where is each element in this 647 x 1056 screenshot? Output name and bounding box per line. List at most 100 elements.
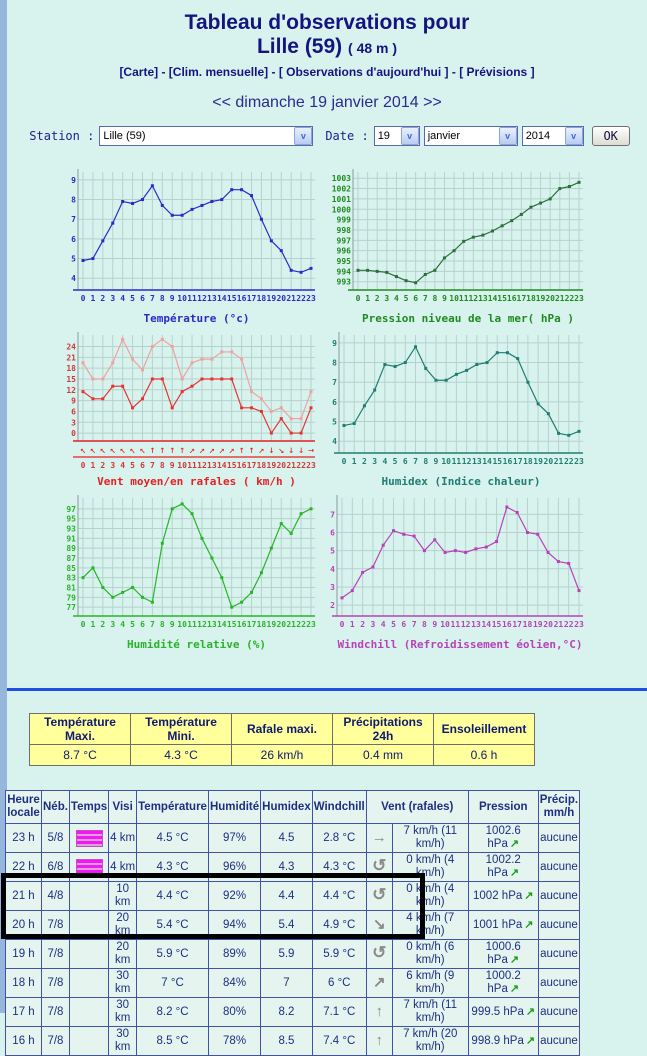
svg-text:7: 7 xyxy=(150,461,155,470)
visibility-cell: 4 km xyxy=(108,823,138,853)
svg-text:Humidité relative (%): Humidité relative (%) xyxy=(127,638,266,651)
svg-text:11: 11 xyxy=(452,457,462,466)
svg-text:↑: ↑ xyxy=(249,445,255,456)
pressure-cell: 1002 hPa ↗ xyxy=(467,881,539,911)
svg-text:6: 6 xyxy=(140,294,145,303)
nav-link[interactable]: [ Observations d'aujourd'hui ] xyxy=(278,65,449,79)
temperature-cell: 4.4 °C xyxy=(136,881,209,911)
wind-speed-cell: 7 km/h (20 km/h) xyxy=(391,1026,469,1056)
svg-text:↗: ↗ xyxy=(229,445,235,456)
svg-text:0: 0 xyxy=(342,457,347,466)
svg-text:21: 21 xyxy=(66,353,76,362)
svg-text:↗: ↗ xyxy=(189,445,195,456)
humidity-cell: 89% xyxy=(207,939,262,969)
svg-text:Vent moyen/en rafales ( km/h ): Vent moyen/en rafales ( km/h ) xyxy=(97,475,296,488)
nav-link[interactable]: [Clim. mensuelle] xyxy=(168,65,269,79)
wind-speed-cell: 0 km/h (4 km/h) xyxy=(391,881,469,911)
svg-text:21: 21 xyxy=(286,461,296,470)
humidity-cell: 84% xyxy=(207,968,262,998)
svg-text:↑: ↑ xyxy=(169,445,175,456)
humidex-cell: 5.4 xyxy=(260,910,313,940)
svg-text:2: 2 xyxy=(360,620,365,629)
temperature-cell: 4.5 °C xyxy=(136,823,209,853)
weather-cell xyxy=(68,997,110,1027)
pressure-cell: 999.5 hPa ↗ xyxy=(467,997,539,1027)
svg-text:15: 15 xyxy=(66,375,76,384)
svg-text:↖: ↖ xyxy=(139,445,145,456)
summary-header: Température Maxi. xyxy=(29,713,131,745)
svg-text:22: 22 xyxy=(296,620,306,629)
svg-text:↑: ↑ xyxy=(149,445,155,456)
windchill-chart: 2 3 4 5 6 7 0 1 2 3 4 5 6 7 8 9 10 11 12 13 14 15 16 17 18 19 20 21… xyxy=(326,492,586,655)
svg-text:↑: ↑ xyxy=(159,445,165,456)
svg-text:Pression niveau de la mer( hPa: Pression niveau de la mer( hPa ) xyxy=(362,312,574,325)
svg-text:6: 6 xyxy=(401,620,406,629)
svg-text:4: 4 xyxy=(120,461,125,470)
prev-day-link[interactable]: << xyxy=(212,94,231,111)
month-select[interactable]: janvier v xyxy=(423,126,518,146)
ok-button[interactable]: OK xyxy=(591,126,630,146)
svg-text:16: 16 xyxy=(502,620,512,629)
svg-text:0: 0 xyxy=(81,294,86,303)
precipitation-cell: aucune xyxy=(537,910,581,940)
svg-text:22: 22 xyxy=(565,294,575,303)
chevron-down-icon: v xyxy=(400,127,419,145)
nav-link[interactable]: [Carte] xyxy=(119,65,159,79)
windchill-cell: 7.1 °C xyxy=(311,997,367,1027)
svg-text:21: 21 xyxy=(554,457,564,466)
next-day-link[interactable]: >> xyxy=(423,94,442,111)
svg-text:995: 995 xyxy=(337,257,352,266)
nebulosity-cell: 7/8 xyxy=(41,939,70,969)
svg-text:11: 11 xyxy=(187,294,197,303)
svg-text:9: 9 xyxy=(332,339,337,348)
svg-text:6: 6 xyxy=(71,407,76,416)
svg-text:5: 5 xyxy=(404,294,409,303)
svg-text:13: 13 xyxy=(207,620,217,629)
pressure-rising-icon: ↗ xyxy=(525,1005,536,1018)
svg-text:2: 2 xyxy=(375,294,380,303)
svg-text:6: 6 xyxy=(332,398,337,407)
wind-variable-icon: ↺ xyxy=(372,885,387,904)
station-select[interactable]: Lille (59) v xyxy=(99,126,314,146)
svg-text:21: 21 xyxy=(286,620,296,629)
svg-text:9: 9 xyxy=(71,397,76,406)
svg-text:9: 9 xyxy=(170,461,175,470)
svg-text:1003: 1003 xyxy=(332,174,351,183)
svg-text:4: 4 xyxy=(120,620,125,629)
table-row: 21 h 4/8 10 km 4.4 °C 92% 4.4 4.4 °C ↺ 0 km/h (4… xyxy=(5,881,581,911)
hour-cell: 23 h xyxy=(5,823,42,853)
hour-cell: 16 h xyxy=(5,1026,42,1056)
svg-text:996: 996 xyxy=(337,247,352,256)
humidity-cell: 96% xyxy=(207,852,262,882)
hour-cell: 17 h xyxy=(5,997,42,1027)
svg-text:7: 7 xyxy=(423,294,428,303)
obs-col-header: Température xyxy=(136,790,209,824)
svg-text:19: 19 xyxy=(267,461,277,470)
svg-text:4: 4 xyxy=(120,294,125,303)
humidity-chart: 77 79 81 83 85 87 89 91 93 95 97 0 1 2 3 4 5 6 7 8 9 10 11 12 13… xyxy=(58,492,318,655)
svg-text:8: 8 xyxy=(71,196,76,205)
obs-col-header: Précip. mm/h xyxy=(537,790,581,824)
summary-value: 4.3 °C xyxy=(130,744,232,766)
svg-text:22: 22 xyxy=(564,620,574,629)
svg-text:16: 16 xyxy=(237,461,247,470)
chevron-down-icon: v xyxy=(294,127,313,145)
precipitation-cell: aucune xyxy=(537,1026,581,1056)
svg-text:1: 1 xyxy=(90,461,95,470)
summary-body: Température Maxi. Température Mini. Rafale… xyxy=(29,713,535,766)
wind-variable-icon: ↺ xyxy=(372,856,387,875)
daily-summary-table: Température Maxi. Température Mini. Rafale… xyxy=(29,713,535,766)
svg-text:23: 23 xyxy=(574,457,584,466)
nav-link[interactable]: [ Prévisions ] xyxy=(459,65,535,79)
svg-text:15: 15 xyxy=(227,620,237,629)
svg-text:993: 993 xyxy=(337,278,352,287)
svg-text:11: 11 xyxy=(459,294,469,303)
mist-weather-icon xyxy=(75,829,103,847)
charts-grid: 4 5 6 7 8 9 0 1 2 3 4 5 6 7 8 9 10 11 12 13 14 15 16 17 18 19 20 21… xyxy=(58,166,586,655)
year-select[interactable]: 2014 v xyxy=(521,126,584,146)
svg-text:9: 9 xyxy=(170,294,175,303)
visibility-cell: 30 km xyxy=(108,997,138,1027)
day-select[interactable]: 19 v xyxy=(373,126,420,146)
svg-text:17: 17 xyxy=(247,620,257,629)
